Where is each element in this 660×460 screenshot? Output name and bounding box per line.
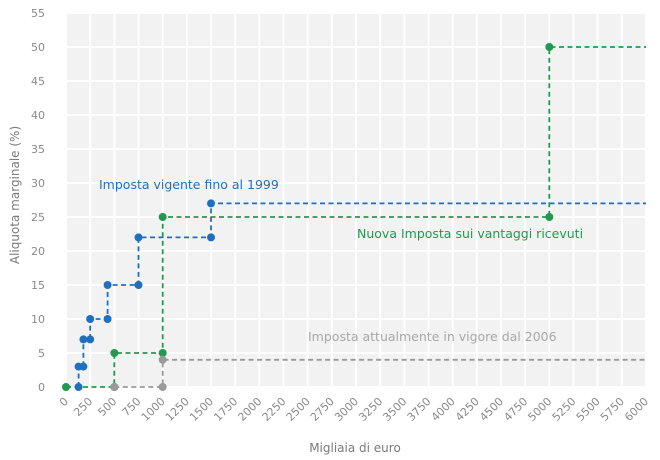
x-tick-label: 3000 [332, 395, 361, 424]
y-tick-label: 0 [38, 381, 45, 394]
x-tick-label: 2000 [235, 395, 264, 424]
data-point [134, 281, 143, 289]
x-tick-label: 3250 [356, 395, 385, 424]
y-tick-label: 45 [31, 75, 45, 88]
x-tick-label: 4750 [501, 395, 530, 424]
data-point [103, 281, 112, 289]
y-tick-label: 50 [31, 41, 45, 54]
x-tick-label: 2750 [308, 395, 337, 424]
y-tick-label: 40 [31, 109, 45, 122]
y-tick-label: 35 [31, 143, 45, 156]
data-point [86, 315, 95, 323]
data-point [158, 349, 167, 357]
data-point [79, 335, 88, 344]
x-tick-label: 1000 [139, 395, 168, 424]
x-tick-label: 5250 [550, 395, 579, 424]
series-points [62, 43, 554, 391]
series-label-current-tax: Imposta attualmente in vigore dal 2006 [308, 329, 557, 344]
data-point [79, 362, 88, 371]
x-tick-label: 1750 [211, 395, 240, 424]
data-point [62, 383, 70, 391]
y-axis-title: Aliquota marginale (%) [8, 126, 22, 264]
x-ticks: 0 250 500 750100012501500175020002250250027… [57, 395, 651, 424]
x-axis-title: Migliaia di euro [309, 441, 401, 455]
data-point [207, 199, 215, 208]
data-point [134, 233, 143, 242]
y-tick-label: 10 [31, 313, 45, 326]
data-point [158, 213, 167, 221]
x-tick-label: 2250 [260, 395, 289, 424]
data-point [110, 349, 119, 357]
data-point [545, 213, 554, 221]
x-tick-label: 5000 [525, 395, 554, 424]
x-tick-label: 1250 [163, 395, 192, 424]
x-tick-label: 4250 [453, 395, 482, 424]
x-tick-label: 5500 [574, 395, 603, 424]
data-point [103, 315, 112, 323]
data-point [158, 355, 167, 364]
x-tick-label: 500 [95, 395, 119, 419]
x-tick-label: 4500 [477, 395, 506, 424]
y-tick-label: 5 [38, 347, 45, 360]
data-point [545, 43, 554, 51]
x-tick-label: 3500 [380, 395, 409, 424]
x-tick-label: 2500 [284, 395, 313, 424]
y-tick-label: 30 [31, 177, 45, 190]
x-tick-label: 4000 [429, 395, 458, 424]
data-point [86, 335, 95, 344]
series-label-old-tax: Imposta vigente fino al 1999 [99, 177, 279, 192]
x-tick-label: 1500 [187, 395, 216, 424]
series-line-1 [66, 46, 646, 388]
data-point [110, 383, 119, 391]
series-line-2 [114, 358, 646, 388]
x-tick-label: 6000 [622, 395, 651, 424]
series-label-new-tax: Nuova Imposta sui vantaggi ricevuti [357, 226, 583, 241]
y-tick-label: 55 [31, 7, 45, 20]
y-tick-label: 15 [31, 279, 45, 292]
y-tick-label: 25 [31, 211, 45, 224]
annotations: Imposta vigente fino al 1999 Nuova Impos… [99, 177, 583, 344]
data-point [74, 383, 83, 391]
x-tick-label: 5750 [598, 395, 627, 424]
x-tick-label: 3750 [405, 395, 434, 424]
x-tick-label: 250 [71, 395, 95, 419]
data-point [207, 233, 215, 242]
y-tick-label: 20 [31, 245, 45, 258]
y-ticks: 0 5 10 15 20 25 30 35 40 45 50 55 [31, 7, 45, 394]
data-point [158, 383, 167, 391]
x-tick-label: 0 [57, 395, 71, 409]
